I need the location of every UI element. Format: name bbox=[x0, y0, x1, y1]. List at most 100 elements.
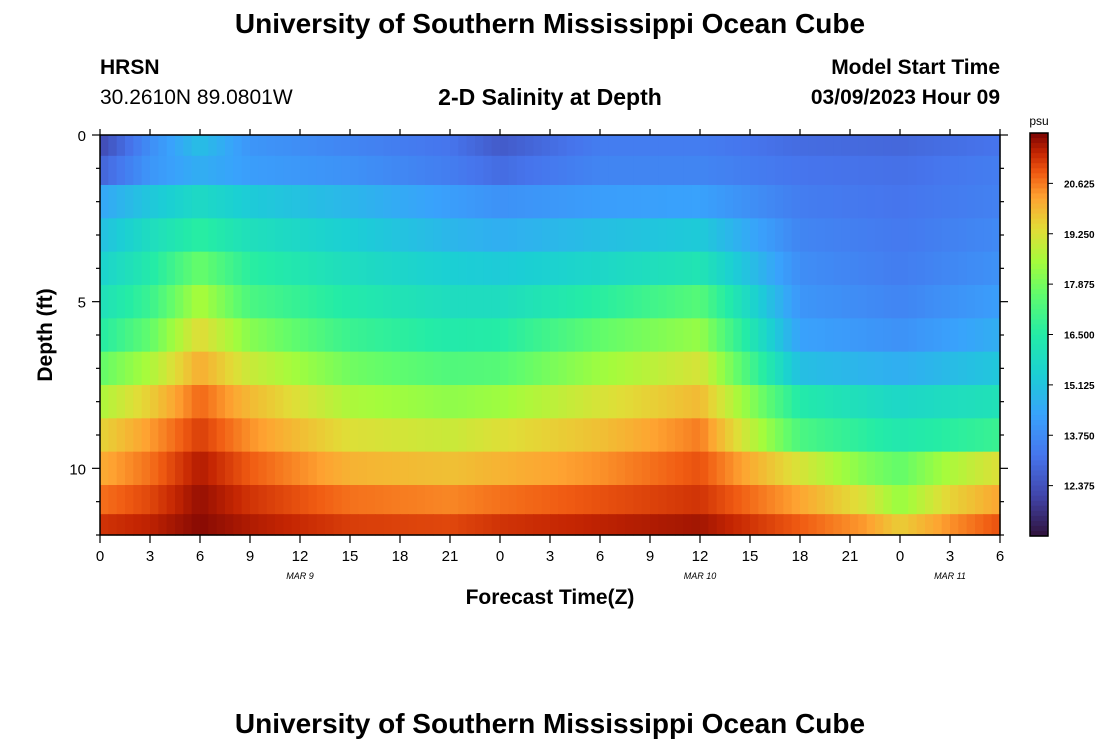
heatmap-cell bbox=[491, 418, 501, 453]
heatmap-cell bbox=[900, 485, 909, 515]
heatmap-cell bbox=[733, 135, 743, 157]
heatmap-cell bbox=[758, 135, 768, 157]
heatmap-cell bbox=[241, 351, 251, 386]
colorbar-segment bbox=[1030, 490, 1048, 497]
heatmap-cell bbox=[858, 385, 868, 419]
heatmap-cell bbox=[208, 185, 218, 219]
heatmap-cell bbox=[333, 185, 343, 219]
heatmap-cell bbox=[741, 418, 751, 453]
heatmap-cell bbox=[491, 155, 501, 186]
colorbar-tick-label: 16.500 bbox=[1064, 331, 1095, 342]
heatmap-cell bbox=[483, 135, 493, 157]
heatmap-cell bbox=[216, 418, 226, 453]
heatmap-cell bbox=[183, 485, 193, 515]
heatmap-cell bbox=[566, 318, 576, 353]
heatmap-cell bbox=[216, 385, 226, 419]
heatmap-cell bbox=[250, 385, 259, 419]
heatmap-cell bbox=[791, 318, 801, 353]
heatmap-cell bbox=[116, 318, 126, 353]
heatmap-cell bbox=[650, 385, 659, 419]
heatmap-cell bbox=[866, 318, 876, 353]
heatmap-cell bbox=[391, 218, 401, 253]
heatmap-cell bbox=[291, 251, 301, 286]
heatmap-cell bbox=[600, 385, 609, 419]
heatmap-cell bbox=[883, 451, 893, 486]
heatmap-cell bbox=[975, 185, 984, 219]
heatmap-cell bbox=[308, 218, 318, 253]
heatmap-cell bbox=[600, 251, 609, 286]
heatmap-cell bbox=[550, 485, 559, 515]
heatmap-cell bbox=[475, 351, 484, 386]
heatmap-cell bbox=[200, 418, 209, 453]
colorbar-segment bbox=[1030, 263, 1048, 270]
heatmap-cell bbox=[200, 385, 209, 419]
heatmap-cell bbox=[966, 351, 976, 386]
heatmap-cell bbox=[708, 135, 718, 157]
heatmap-cell bbox=[791, 385, 801, 419]
heatmap-cell bbox=[600, 351, 609, 386]
heatmap-cell bbox=[933, 285, 943, 319]
heatmap-cell bbox=[358, 318, 368, 353]
heatmap-cell bbox=[883, 135, 893, 157]
colorbar-segment bbox=[1030, 430, 1048, 436]
heatmap-cell bbox=[191, 418, 201, 453]
heatmap-cell bbox=[558, 218, 568, 253]
heatmap-cell bbox=[158, 485, 168, 515]
heatmap-cell bbox=[200, 185, 209, 219]
heatmap-cell bbox=[491, 451, 501, 486]
heatmap-cell bbox=[750, 251, 759, 286]
heatmap-cell bbox=[141, 135, 151, 157]
heatmap-cell bbox=[766, 135, 776, 157]
heatmap-cell bbox=[916, 218, 926, 253]
heatmap-cell bbox=[375, 135, 384, 157]
heatmap-cell bbox=[616, 318, 626, 353]
heatmap-cell bbox=[258, 285, 268, 319]
heatmap-cell bbox=[800, 185, 809, 219]
heatmap-cell bbox=[550, 451, 559, 486]
heatmap-cell bbox=[358, 251, 368, 286]
heatmap-cell bbox=[933, 185, 943, 219]
heatmap-cell bbox=[158, 135, 168, 157]
heatmap-cell bbox=[266, 185, 276, 219]
heatmap-cell bbox=[808, 451, 818, 486]
heatmap-cell bbox=[375, 485, 384, 515]
heatmap-cell bbox=[691, 351, 701, 386]
colorbar-segment bbox=[1030, 364, 1048, 371]
heatmap-cell bbox=[816, 385, 826, 419]
heatmap-cell bbox=[925, 451, 934, 486]
heatmap-cell bbox=[816, 451, 826, 486]
heatmap-cell bbox=[566, 218, 576, 253]
colorbar-tick-label: 19.250 bbox=[1064, 230, 1095, 241]
heatmap-cell bbox=[458, 135, 468, 157]
heatmap-cell bbox=[700, 251, 709, 286]
heatmap-cell bbox=[166, 318, 176, 353]
x-tick-label: 21 bbox=[842, 548, 859, 565]
heatmap-cell bbox=[516, 135, 526, 157]
heatmap-cell bbox=[516, 451, 526, 486]
heatmap-cell bbox=[908, 155, 918, 186]
y-axis-title: Depth (ft) bbox=[34, 288, 57, 381]
heatmap-cell bbox=[641, 251, 651, 286]
heatmap-cell bbox=[950, 351, 959, 386]
heatmap-cell bbox=[683, 485, 693, 515]
heatmap-cell bbox=[958, 251, 968, 286]
heatmap-cell bbox=[841, 218, 851, 253]
heatmap-cell bbox=[625, 418, 634, 453]
heatmap-cell bbox=[641, 135, 651, 157]
heatmap-cell bbox=[341, 485, 351, 515]
heatmap-cell bbox=[983, 218, 993, 253]
heatmap-cell bbox=[591, 155, 601, 186]
heatmap-cell bbox=[325, 485, 334, 515]
heatmap-cell bbox=[725, 218, 734, 253]
heatmap-cell bbox=[150, 318, 159, 353]
heatmap-cell bbox=[975, 218, 984, 253]
x-tick-label: 0 bbox=[96, 548, 104, 565]
heatmap-cell bbox=[583, 385, 593, 419]
heatmap-cell bbox=[583, 451, 593, 486]
heatmap-cell bbox=[950, 418, 959, 453]
colorbar-segment bbox=[1030, 329, 1048, 336]
heatmap-cell bbox=[566, 185, 576, 219]
heatmap-cell bbox=[841, 251, 851, 286]
heatmap-cell bbox=[583, 418, 593, 453]
heatmap-cell bbox=[150, 185, 159, 219]
